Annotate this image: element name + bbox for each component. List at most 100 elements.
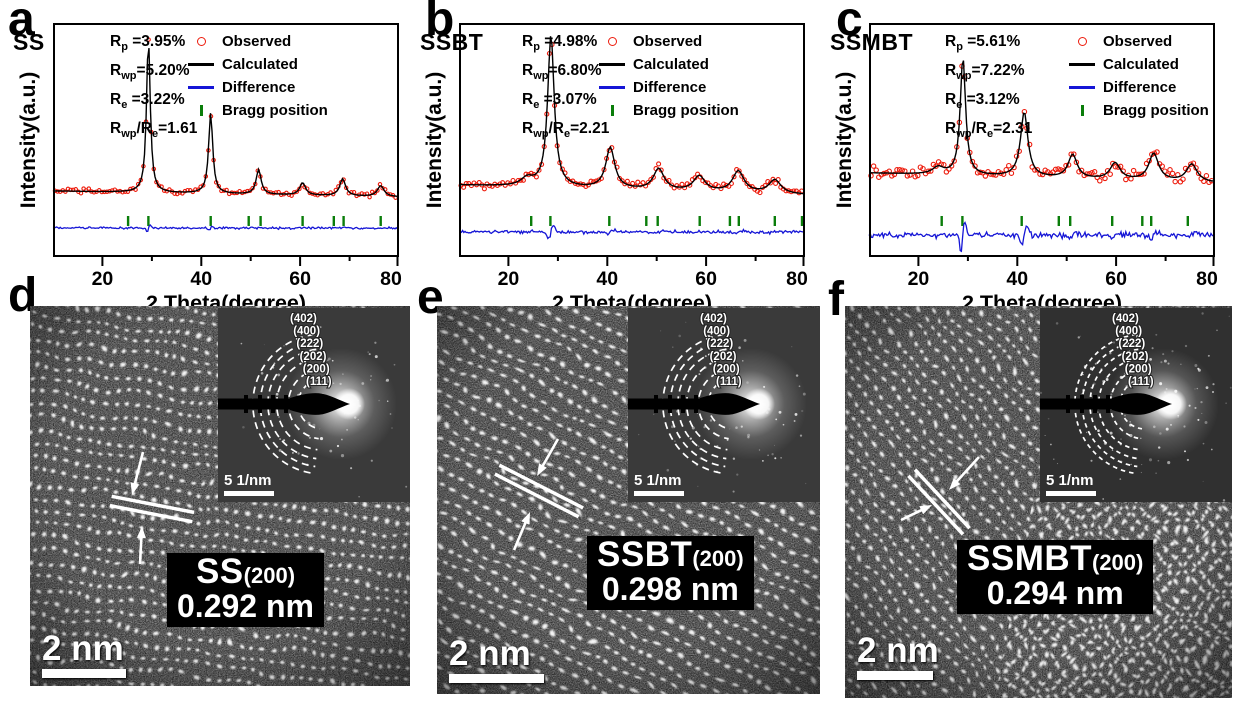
bragg-position-ticks [126,216,382,226]
ring-label: (111) [716,376,742,388]
x-tick-label: 80 [380,268,402,290]
x-axis-ticks [101,256,399,266]
chart-legend: Observed Calculated Difference Bragg positi… [188,30,328,122]
ring-label: (400) [703,326,730,338]
legend-tick-marker [599,105,625,116]
r-factor-line: Rwp=6.80% [522,62,602,83]
xrd-chart: 20 40 60 802 Theta(degree) [458,23,808,315]
x-tick-label: 20 [908,268,930,290]
x-tick-label: 20 [92,268,114,290]
inset-scale-label: 5 1/nm [634,472,682,489]
chart-overlay: SS Rp =3.95% Rwp=5.20% Re =3.22% Rwp/Re=1.6… [0,23,346,257]
saed-pattern: (402)(400)(222)(202)(200)(111) 5 1/nm [218,308,410,502]
x-tick-label: 80 [1196,268,1218,290]
difference-series [52,224,399,233]
d-spacing-value: 0.292 nm [177,587,314,624]
inset-scale-label: 5 1/nm [224,472,272,489]
r-factor-line: Re =3.12% [945,91,1020,112]
legend-row: Calculated [1069,53,1209,76]
x-tick-label: 40 [1006,268,1028,290]
observed-series [458,42,805,196]
r-factor-line: Rwp/Re=2.21 [522,120,610,141]
d-spacing-plane: SS(200) [195,552,296,591]
legend-row: Observed [188,30,328,53]
ring-label: (400) [293,326,320,338]
x-axis-ticks [507,256,805,266]
legend-label: Bragg position [633,102,739,119]
legend-row: Bragg position [1069,99,1209,122]
legend-tick-marker [188,105,214,116]
ring-label: (222) [1118,338,1145,350]
legend-label: Bragg position [1103,102,1209,119]
r-factor-line: Rp =5.61% [945,33,1021,54]
x-tick-label: 40 [190,268,212,290]
legend-row: Difference [599,76,739,99]
scale-bar-label: 2 nm [42,629,124,668]
scale-bar-line [42,669,126,678]
legend-label: Calculated [222,56,298,73]
calculated-series [53,48,399,197]
x-tick-label: 60 [289,268,311,290]
calculated-series [869,60,1215,182]
panel-letter-c: c [836,0,863,46]
r-factor-line: Re =3.22% [110,91,185,112]
xrd-panel-b: Intensity(a.u.) 20 40 60 80 2 Theta(degree) … [407,0,827,315]
legend-row: Difference [1069,76,1209,99]
r-factor-line: Rp =3.95% [110,33,186,54]
bragg-position-ticks [940,216,1189,226]
inset-scale-line [224,491,274,496]
chart-overlay: SSMBT Rp =5.61% Rwp=7.22% Re =3.12% Rwp/Re=… [817,23,1209,257]
ring-label: (202) [300,351,327,363]
r-factor-line: Re =3.07% [522,91,597,112]
x-tick-label: 60 [1105,268,1127,290]
beam-stopper [218,393,350,415]
scale-bar-line [857,671,933,680]
scale-bar-label: 2 nm [857,631,939,670]
r-factor-line: Rwp=7.22% [945,62,1025,83]
saed-pattern: (402)(400)(222)(202)(200)(111) 5 1/nm [1040,308,1232,502]
r-factors: Rp =4.98% Rwp=6.80% Re =3.07% Rwp/Re=2.21 [522,30,609,146]
fringe-annotation [900,456,980,536]
r-factor-line: Rwp=5.20% [110,62,190,83]
scale-bar-label: 2 nm [449,634,531,673]
inset-scale-line [1046,491,1096,496]
ring-label: (222) [296,338,323,350]
tem-panel-f: (402) (400) (222) (202) (200) (111) 5 1/nm SSM… [845,306,1232,698]
panel-letter-a: a [8,0,35,46]
legend-row: Calculated [599,53,739,76]
legend-label: Observed [222,33,292,50]
chart-legend: Observed Calculated Difference Bragg positi… [1069,30,1209,122]
ring-label: (222) [706,338,733,350]
tem-panel-d: (402) (400) (222) (202) (200) (111) 5 1/nm SS(… [30,306,410,686]
sample-label: SSBT [420,29,484,55]
ring-label: (402) [1112,313,1139,325]
tem-panel-e: (402) (400) (222) (202) (200) (111) 5 1/nm SSB… [437,306,820,694]
legend-label: Calculated [633,56,709,73]
panel-letter-f: f [828,273,844,326]
bragg-position-ticks [529,216,804,226]
ring-label: (111) [306,376,332,388]
r-factor-line: Rwp/Re=1.61 [110,120,198,141]
scale-bar: 2 nm [42,631,126,678]
x-tick-label: 80 [786,268,808,290]
fringe-annotation [109,451,195,565]
d-spacing-plane: SSBT(200) [597,535,744,574]
legend-line-marker [188,86,214,89]
x-tick-label: 20 [498,268,520,290]
legend-line-marker [599,86,625,89]
d-spacing-plane: SSMBT(200) [967,539,1144,578]
legend-label: Difference [222,79,296,96]
scale-bar: 2 nm [449,636,544,683]
legend-row: Calculated [188,53,328,76]
ring-label: (402) [700,313,727,325]
d-spacing-label: SSMBT(200) 0.294 nm [957,539,1154,615]
ring-label: (202) [1122,351,1149,363]
difference-series [868,221,1216,253]
r-factor-line: Rwp/Re=2.31 [945,120,1033,141]
x-axis-ticks [917,256,1215,266]
legend-label: Calculated [1103,56,1179,73]
legend-line-marker [599,63,625,66]
plot-frame [869,23,1215,257]
x-tick-label: 40 [596,268,618,290]
